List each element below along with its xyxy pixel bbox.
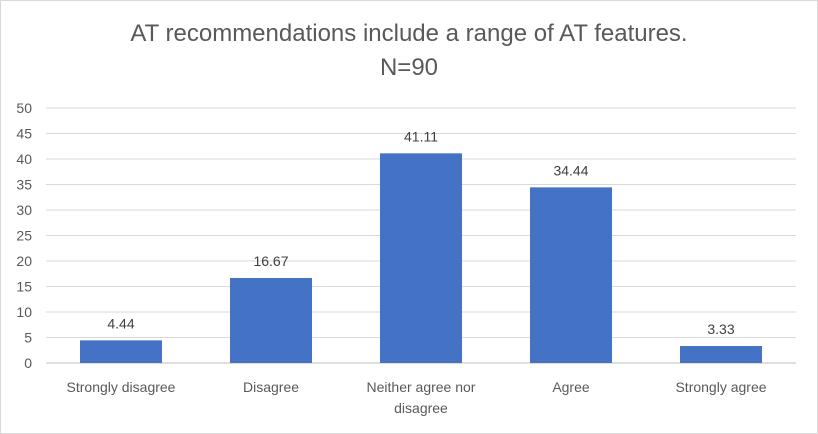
- y-tick-label: 35: [16, 177, 32, 193]
- y-tick-label: 10: [16, 304, 32, 320]
- x-tick-label: disagree: [394, 400, 448, 416]
- x-axis: Strongly disagree Disagree Neither agree n…: [67, 379, 767, 416]
- y-tick-label: 45: [16, 126, 32, 142]
- y-axis: 0 5 10 15 20 25 30 35 40 45 50: [16, 100, 32, 371]
- data-label: 3.33: [707, 321, 734, 337]
- y-tick-label: 5: [24, 330, 32, 346]
- bar: [530, 187, 612, 363]
- bar: [230, 277, 312, 363]
- bars: [80, 153, 762, 363]
- y-tick-label: 30: [16, 202, 32, 218]
- y-tick-label: 40: [16, 151, 32, 167]
- data-label: 41.11: [404, 128, 438, 144]
- y-tick-label: 20: [16, 253, 32, 269]
- data-label: 16.67: [253, 253, 288, 269]
- bar: [380, 153, 462, 363]
- bar: [680, 346, 762, 363]
- y-tick-label: 15: [16, 279, 32, 295]
- y-tick-label: 25: [16, 228, 32, 244]
- x-tick-label: Neither agree nor: [367, 379, 476, 395]
- data-label: 34.44: [553, 162, 588, 178]
- y-tick-label: 50: [16, 100, 32, 116]
- x-tick-label: Strongly disagree: [67, 379, 176, 395]
- x-tick-label: Disagree: [243, 379, 299, 395]
- bar: [80, 340, 162, 363]
- y-tick-label: 0: [24, 355, 32, 371]
- data-label: 4.44: [107, 315, 134, 331]
- x-tick-label: Strongly agree: [675, 379, 766, 395]
- x-tick-label: Agree: [552, 379, 590, 395]
- chart-title: AT recommendations include a range of AT…: [130, 20, 688, 47]
- data-labels: 4.44 16.67 41.11 34.44 3.33: [107, 128, 734, 337]
- chart-subtitle: N=90: [379, 54, 439, 81]
